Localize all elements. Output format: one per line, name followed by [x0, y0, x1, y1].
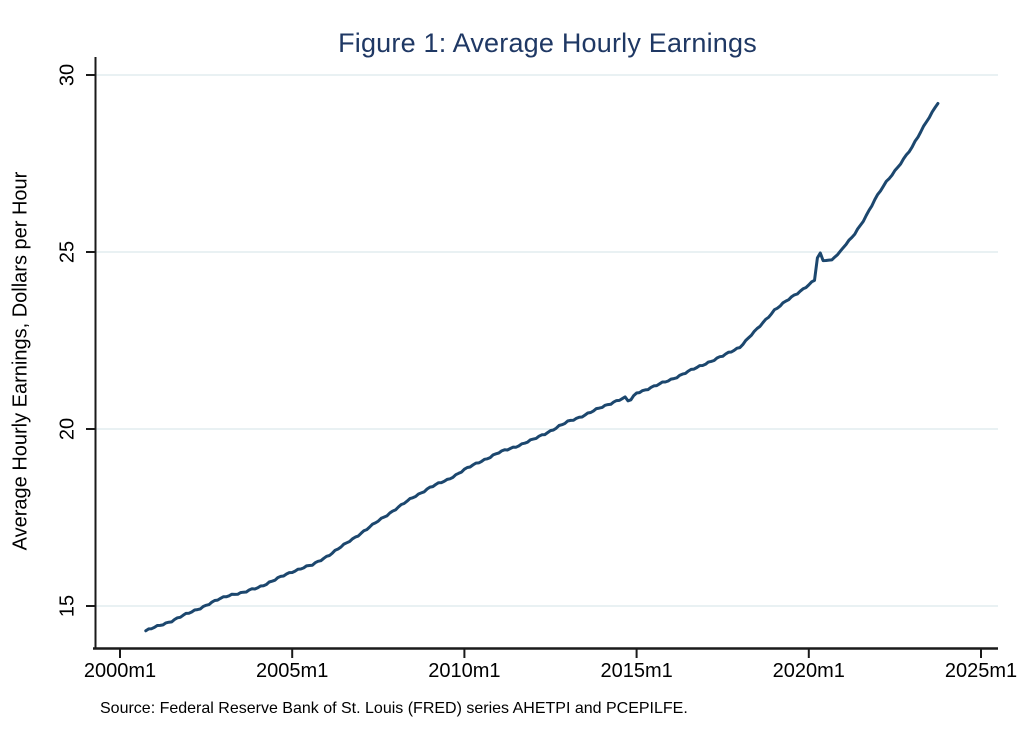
earnings-line-series [144, 102, 940, 633]
source-note: Source: Federal Reserve Bank of St. Loui… [100, 700, 688, 717]
x-tick-label: 2005m1 [256, 660, 329, 682]
plot-series [144, 102, 940, 633]
x-tick-label: 2020m1 [772, 660, 845, 682]
x-tick-label: 2015m1 [600, 660, 673, 682]
gridlines [95, 74, 998, 607]
y-tick-label: 30 [56, 63, 79, 87]
x-tick-label: 2010m1 [428, 660, 501, 682]
axes [93, 57, 998, 650]
y-tick-label: 15 [56, 594, 79, 618]
y-tick-label: 20 [56, 417, 79, 441]
x-tick-label: 2025m1 [944, 660, 1018, 682]
tick-marks [86, 74, 982, 658]
y-axis-title: Average Hourly Earnings, Dollars per Hou… [9, 171, 32, 551]
x-tick-label: 2000m1 [83, 660, 157, 682]
figure-title: Figure 1: Average Hourly Earnings [338, 28, 757, 58]
y-tick-label: 25 [56, 240, 79, 264]
